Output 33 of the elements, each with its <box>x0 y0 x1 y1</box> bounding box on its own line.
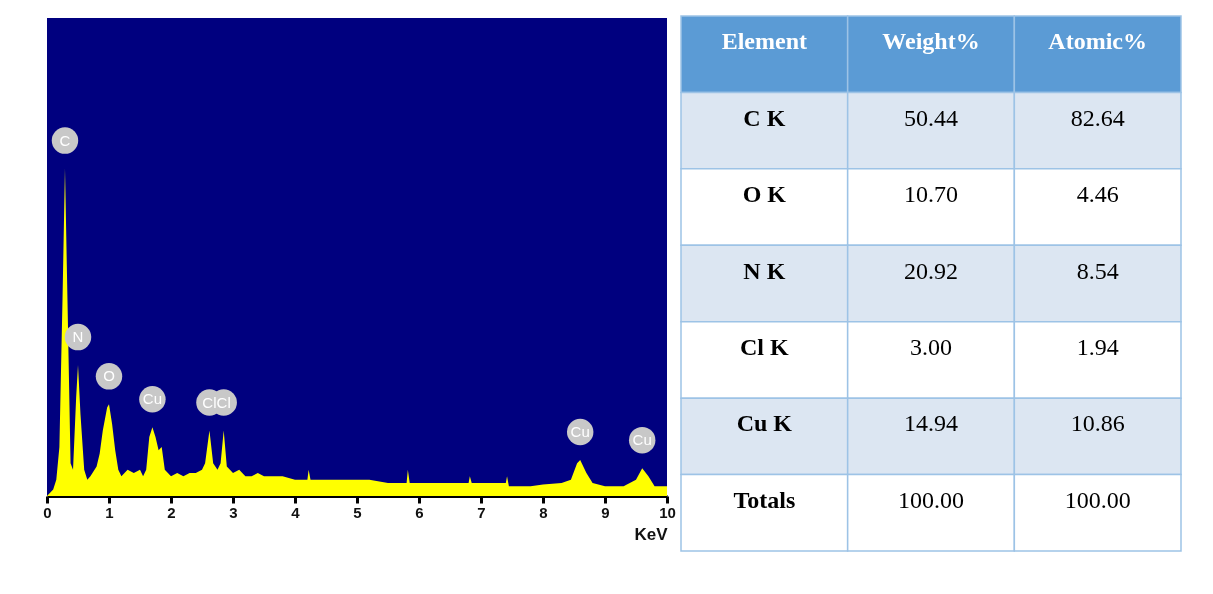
x-tick-label: 2 <box>167 503 176 521</box>
text: 50.44 <box>904 104 958 131</box>
text: 3.00 <box>910 333 952 360</box>
x-tick-label: 0 <box>43 503 52 521</box>
x-tick-label: 10 <box>659 503 676 521</box>
category-label: C K <box>743 104 786 131</box>
x-tick-label: 7 <box>477 503 486 521</box>
x-tick-label: 9 <box>601 503 610 521</box>
x-axis-title: KeV <box>634 524 669 544</box>
category-label: Cl K <box>740 333 789 360</box>
text: 100.00 <box>1064 486 1131 513</box>
x-tick-label: 1 <box>105 503 114 521</box>
category-label: N K <box>743 257 786 284</box>
text: 10.86 <box>1070 410 1125 437</box>
category-label: Totals <box>733 486 796 513</box>
text: 1.94 <box>1076 333 1119 360</box>
x-tick-label: 4 <box>291 503 301 521</box>
x-tick-label: 8 <box>539 503 548 521</box>
category-label: Element <box>721 28 807 55</box>
x-tick-label: 3 <box>229 503 238 521</box>
text: 20.92 <box>904 257 958 284</box>
category-label: Weight% <box>882 28 980 55</box>
text: 8.54 <box>1076 257 1119 284</box>
x-tick-label: 6 <box>415 503 424 521</box>
x-tick-label: 5 <box>353 503 362 521</box>
category-label: Cu K <box>736 410 793 437</box>
text: 100.00 <box>898 486 964 513</box>
text: 4.46 <box>1076 181 1119 208</box>
text: 82.64 <box>1070 104 1125 131</box>
category-label: O K <box>742 181 787 208</box>
text: 14.94 <box>904 410 958 437</box>
text: 10.70 <box>904 181 958 208</box>
category-label: Atomic% <box>1048 28 1147 55</box>
